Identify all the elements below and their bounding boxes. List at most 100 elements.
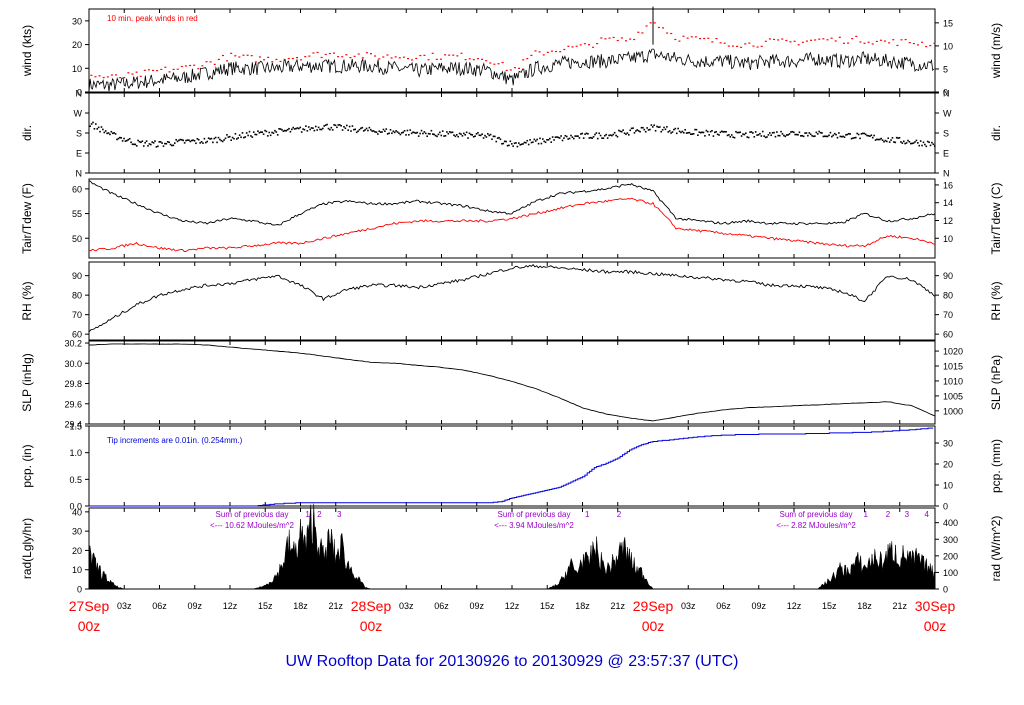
direction-point <box>326 123 328 126</box>
direction-point <box>491 138 493 141</box>
direction-point <box>526 139 529 142</box>
direction-point <box>764 136 767 139</box>
panel-frame-rh <box>88 261 936 341</box>
radiation-hour-marker: 1 <box>863 510 868 519</box>
direction-point <box>285 130 287 132</box>
direction-point <box>871 136 874 139</box>
direction-point <box>516 145 519 148</box>
direction-point <box>606 137 609 139</box>
radiation-sum-value: <--- 2.82 MJoules/m^2 <box>776 521 856 530</box>
y-tick-label-right-dir: N <box>943 89 950 99</box>
direction-point <box>245 132 248 134</box>
radiation-hour-marker: 4 <box>925 510 930 519</box>
direction-point <box>258 131 261 134</box>
direction-point <box>498 136 500 139</box>
direction-point <box>423 131 426 133</box>
direction-point <box>697 134 699 137</box>
direction-point <box>190 139 193 142</box>
direction-point <box>778 134 781 137</box>
y-tick-label-right-temp: 12 <box>943 216 953 226</box>
direction-point <box>563 137 565 139</box>
direction-point <box>382 128 385 131</box>
direction-point <box>843 136 846 139</box>
direction-point <box>355 131 358 134</box>
direction-point <box>185 139 187 142</box>
y-tick-label-right-pcp: 0 <box>943 502 948 512</box>
direction-point <box>639 130 641 133</box>
wind-direction-points <box>89 121 936 148</box>
direction-point <box>887 137 890 140</box>
direction-point <box>416 131 419 134</box>
y-tick-label-left-slp: 30.0 <box>64 359 82 369</box>
direction-point <box>680 131 682 134</box>
direction-point <box>736 131 739 134</box>
y-tick-label-right-dir: E <box>943 149 949 159</box>
direction-point <box>722 131 725 133</box>
direction-point <box>627 134 630 136</box>
direction-point <box>197 138 200 141</box>
direction-point <box>293 128 296 130</box>
direction-point <box>392 130 395 133</box>
direction-point <box>182 139 185 142</box>
x-tick-label: 03z <box>681 601 696 611</box>
direction-point <box>161 142 163 144</box>
direction-point <box>158 141 161 143</box>
direction-point <box>150 143 152 146</box>
direction-point <box>226 134 228 136</box>
direction-point <box>193 139 196 142</box>
direction-point <box>292 126 295 129</box>
y-tick-label-left-pcp: 1.5 <box>69 422 82 432</box>
direction-point <box>233 137 235 140</box>
direction-point <box>388 132 390 135</box>
direction-point <box>210 137 213 140</box>
direction-point <box>898 136 901 139</box>
y-tick-label-right-wind: 10 <box>943 41 953 51</box>
direction-point <box>554 136 557 139</box>
direction-point <box>312 127 314 129</box>
direction-point <box>361 126 364 129</box>
x-tick-label: 15z <box>540 601 555 611</box>
direction-point <box>305 125 307 127</box>
direction-point <box>313 129 316 132</box>
direction-point <box>152 142 155 144</box>
direction-point <box>237 137 240 139</box>
direction-point <box>282 130 285 133</box>
direction-point <box>183 142 186 144</box>
direction-point <box>372 130 375 132</box>
direction-point <box>486 132 489 135</box>
y-tick-label-right-slp: 1015 <box>943 362 963 372</box>
radiation-hour-marker: 2 <box>886 510 891 519</box>
direction-point <box>856 132 859 135</box>
y-tick-label-left-pcp: 0.0 <box>69 502 82 512</box>
direction-point <box>625 133 627 136</box>
direction-point <box>224 137 227 140</box>
direction-point <box>221 140 224 143</box>
direction-point <box>740 135 743 137</box>
direction-point <box>104 130 107 132</box>
direction-point <box>113 132 115 134</box>
direction-point <box>255 133 258 136</box>
direction-point <box>164 142 166 145</box>
direction-point <box>155 146 158 148</box>
direction-point <box>468 132 471 135</box>
direction-point <box>446 131 448 133</box>
direction-point <box>768 132 771 134</box>
direction-point <box>790 131 792 133</box>
direction-point <box>477 131 479 134</box>
x-tick-label: 18z <box>293 601 308 611</box>
direction-point <box>389 129 392 131</box>
y-tick-label-right-dir: N <box>943 169 950 179</box>
x-tick-label: 06z <box>152 601 167 611</box>
direction-point <box>217 136 220 139</box>
direction-point <box>391 132 393 135</box>
y-tick-label-left-dir: N <box>76 169 83 179</box>
direction-point <box>268 131 271 134</box>
direction-point <box>147 145 149 147</box>
direction-point <box>439 131 441 134</box>
direction-point <box>148 143 151 145</box>
direction-point <box>580 133 582 135</box>
direction-point <box>495 140 498 143</box>
direction-point <box>110 130 113 133</box>
direction-point <box>785 134 788 136</box>
direction-point <box>90 123 93 125</box>
